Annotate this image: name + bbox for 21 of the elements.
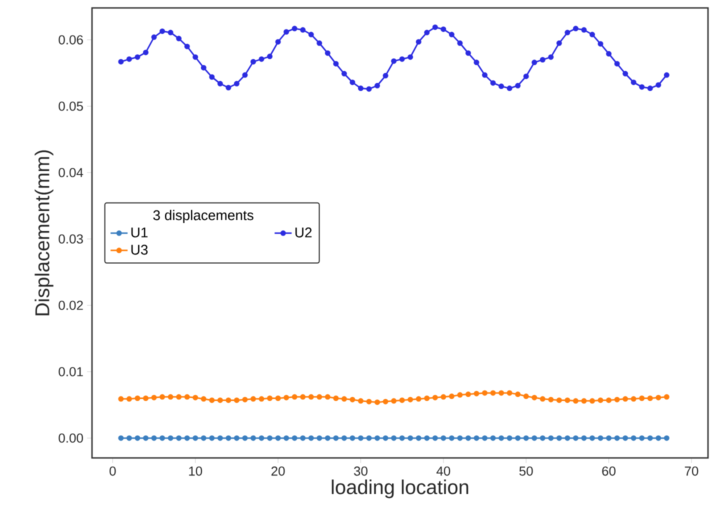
y-tick-label: 0.03: [58, 234, 83, 244]
legend-label: U3: [131, 244, 148, 255]
y-tick-label: 0.04: [58, 168, 84, 178]
y-tick-label: 0.05: [58, 102, 83, 111]
x-tick-label: 70: [684, 466, 698, 476]
x-tick-label: 40: [436, 466, 450, 476]
x-tick-label: 10: [189, 466, 202, 476]
legend-title: 3 displacements: [153, 210, 254, 223]
y-axis-title: Displacement(mm): [34, 150, 54, 316]
y-tick-label: 0.01: [58, 367, 83, 376]
legend-label: U1: [131, 228, 148, 238]
x-tick-label: 30: [354, 466, 368, 476]
y-tick-label: 0.00: [58, 433, 83, 443]
x-axis-title: loading location: [332, 480, 468, 498]
y-tick-label: 0.02: [58, 300, 83, 310]
y-tick-label: 0.06: [58, 35, 83, 44]
x-tick-label: 20: [271, 466, 285, 476]
legend-label: U2: [295, 228, 312, 238]
x-tick-label: 0: [110, 466, 116, 476]
x-tick-label: 50: [519, 466, 533, 476]
x-tick-label: 60: [602, 466, 616, 476]
